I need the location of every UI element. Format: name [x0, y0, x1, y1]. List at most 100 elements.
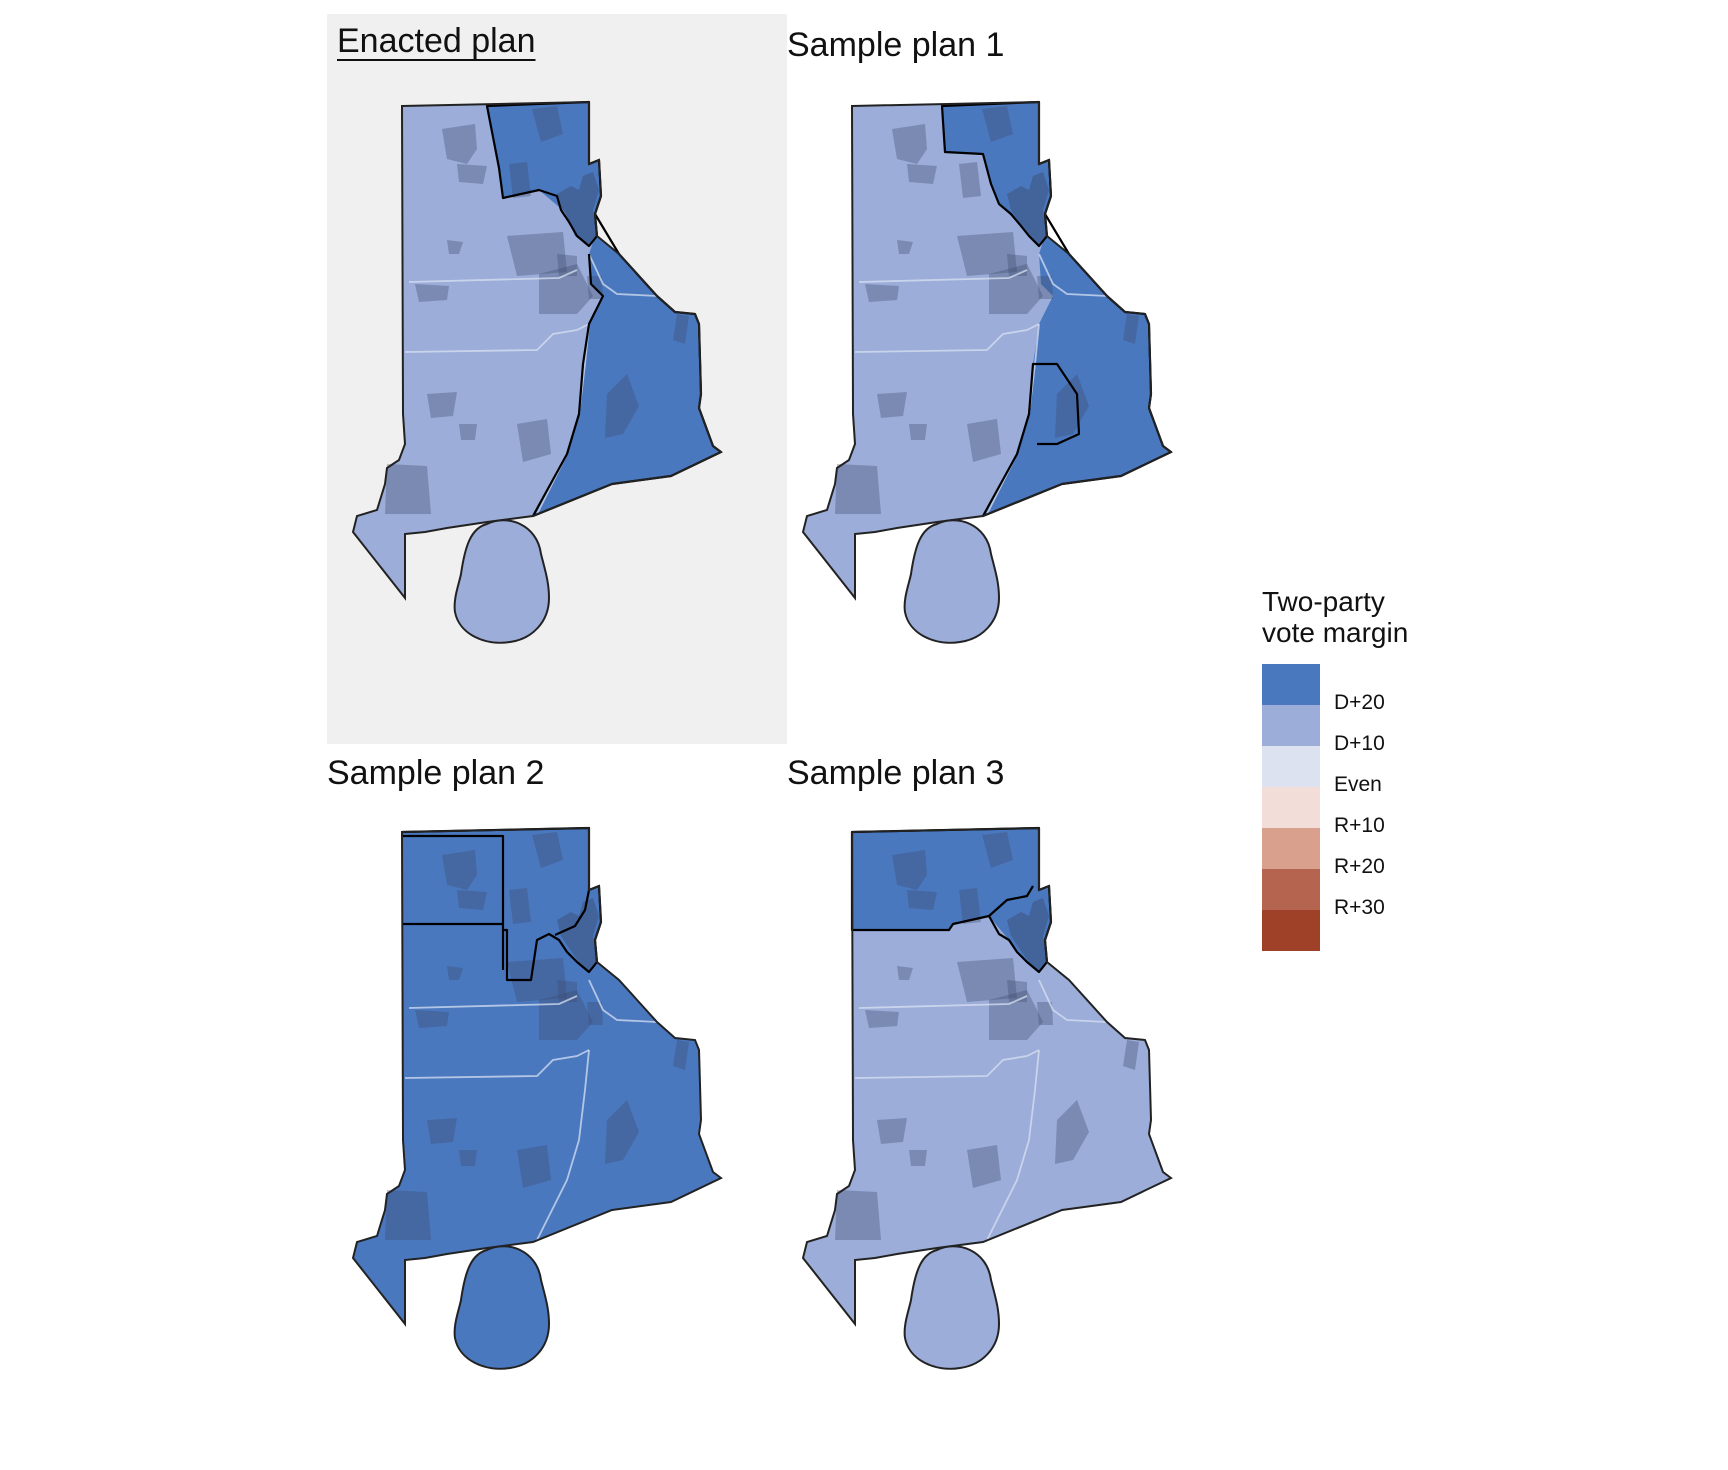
state-outline [351, 100, 723, 601]
town-overlay [1055, 1100, 1089, 1164]
town-overlay [957, 232, 1017, 276]
legend-swatch [1262, 828, 1320, 869]
map-panel-enacted: Enacted plan [327, 14, 787, 744]
map-group [801, 100, 1173, 644]
district-north-fill [942, 102, 1051, 246]
map-group [801, 826, 1173, 1370]
town-overlay [517, 419, 551, 462]
legend-label: Even [1334, 773, 1382, 796]
town-overlay [442, 850, 477, 890]
town-overlay [427, 1118, 457, 1144]
county-line [408, 995, 578, 1009]
legend-swatch [1262, 746, 1320, 787]
town-overlay [673, 1040, 689, 1070]
town-overlay [909, 1150, 927, 1166]
district-north-fill [487, 102, 601, 244]
legend-swatch [1262, 787, 1320, 828]
town-overlay [877, 1118, 907, 1144]
town-overlay [447, 966, 463, 980]
county-line [588, 253, 658, 297]
legend-title-line-1: Two-party [1262, 586, 1385, 617]
town-overlay [415, 1010, 449, 1028]
legend-swatch [1262, 705, 1320, 746]
town-overlay [457, 890, 487, 910]
town-overlay [539, 264, 593, 314]
county-line [1038, 979, 1108, 1023]
town-overlay [1007, 980, 1027, 1002]
district-map [801, 826, 1173, 1370]
county-line [854, 323, 1040, 353]
town-overlay [957, 958, 1017, 1002]
town-overlay [557, 980, 577, 1002]
town-overlay [1123, 1040, 1139, 1070]
district-2-fill [533, 214, 721, 516]
town-overlay [892, 124, 927, 164]
county-line [858, 269, 1028, 283]
town-overlay [447, 240, 463, 254]
legend-title: Two-party vote margin [1262, 586, 1462, 648]
legend-label: R+20 [1334, 855, 1385, 878]
map-panel-sample-2: Sample plan 2 [317, 740, 777, 1470]
town-overlay [865, 1010, 899, 1028]
town-overlay [587, 1002, 603, 1025]
town-overlay [892, 850, 927, 890]
legend-swatch [1262, 910, 1320, 951]
county-line [404, 1049, 590, 1079]
legend-swatch [1262, 869, 1320, 910]
town-overlay [982, 106, 1013, 142]
town-overlay [539, 990, 593, 1040]
district-map [801, 100, 1173, 644]
state-outline [801, 826, 1173, 1327]
town-overlay [517, 1145, 551, 1188]
county-line [408, 269, 578, 283]
county-line [588, 979, 658, 1023]
town-overlay [457, 164, 487, 184]
town-overlay [385, 464, 431, 514]
town-overlay [427, 392, 457, 418]
city-overlay [1007, 172, 1049, 246]
panel-title: Sample plan 2 [327, 754, 545, 792]
town-overlay [415, 284, 449, 302]
town-overlay [605, 374, 639, 438]
town-overlay [557, 254, 577, 276]
town-overlay [959, 888, 981, 924]
legend-label: D+10 [1334, 732, 1385, 755]
town-overlay [507, 232, 567, 276]
legend-label: D+20 [1334, 691, 1385, 714]
town-overlay [1055, 374, 1089, 438]
county-line [1038, 253, 1108, 297]
town-overlay [1123, 314, 1139, 344]
town-overlay [673, 314, 689, 344]
map-group [351, 826, 723, 1370]
town-overlay [897, 240, 913, 254]
city-overlay [557, 172, 599, 246]
legend: Two-party vote margin D+20 D+10 Even R+10 R+… [1262, 586, 1462, 954]
block-island [903, 519, 1001, 644]
panel-title: Enacted plan [337, 22, 536, 60]
town-overlay [835, 1190, 881, 1240]
town-overlay [897, 966, 913, 980]
panel-title: Sample plan 3 [787, 754, 1005, 792]
county-line [854, 1049, 1040, 1079]
city-overlay [557, 898, 599, 972]
town-overlay [1007, 254, 1027, 276]
town-overlay [532, 106, 563, 142]
state-outline [351, 826, 723, 1327]
town-overlay [1037, 276, 1053, 299]
legend-label: R+10 [1334, 814, 1385, 837]
district-north-fill [852, 828, 1051, 972]
district-2-fill [983, 214, 1171, 516]
town-overlay [509, 888, 531, 924]
town-overlay [507, 958, 567, 1002]
town-overlay [509, 162, 531, 198]
legend-body: D+20 D+10 Even R+10 R+20 R+30 [1262, 664, 1462, 954]
block-island [453, 1245, 551, 1370]
town-overlay [459, 1150, 477, 1166]
legend-swatch [1262, 664, 1320, 705]
district-map [351, 100, 723, 644]
town-overlay [907, 164, 937, 184]
panel-title: Sample plan 1 [787, 26, 1005, 64]
town-overlay [877, 392, 907, 418]
town-overlay [865, 284, 899, 302]
town-overlay [967, 1145, 1001, 1188]
